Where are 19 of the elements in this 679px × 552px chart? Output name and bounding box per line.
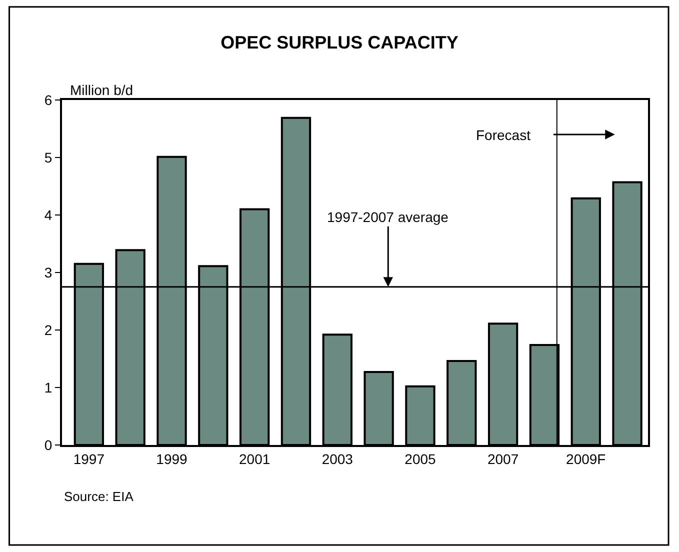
- x-tick-label: 2003: [322, 450, 354, 467]
- y-tick-label: 4: [44, 206, 52, 223]
- y-tick-label: 6: [44, 92, 52, 108]
- x-tick-label: 2007: [487, 450, 519, 467]
- y-tick-label: 1: [44, 379, 52, 396]
- ref-line-label: Forecast: [476, 127, 531, 143]
- x-tick-label: 2001: [238, 450, 270, 467]
- x-tick-label: 1997: [73, 450, 105, 467]
- x-tick-label: 2009F: [566, 450, 606, 467]
- y-axis-title: Million b/d: [70, 82, 134, 98]
- source-note: Source: EIA: [64, 489, 134, 504]
- x-tick-label: 1999: [156, 450, 188, 467]
- y-tick-label: 0: [44, 436, 52, 453]
- y-tick-label: 3: [44, 264, 52, 280]
- chart-title: OPEC SURPLUS CAPACITY: [220, 32, 458, 52]
- x-tick-label: 2005: [404, 450, 436, 467]
- y-tick-label: 5: [44, 149, 52, 166]
- y-tick-label: 2: [44, 322, 52, 338]
- ref-line-label: 1997-2007 average: [327, 209, 449, 225]
